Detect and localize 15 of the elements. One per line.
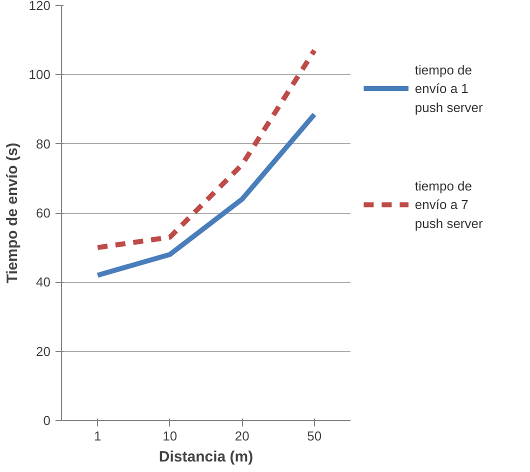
x-tick-label: 1 xyxy=(94,428,102,444)
y-tick-label: 20 xyxy=(36,344,51,359)
y-tick-label: 40 xyxy=(36,274,51,290)
x-axis-title: Distancia (m) xyxy=(158,448,254,466)
y-tick-label: 0 xyxy=(43,413,51,428)
y-axis-title: Tiempo de envío (s) xyxy=(4,142,21,284)
x-tick-label: 20 xyxy=(234,428,250,444)
y-tick-label: 100 xyxy=(28,67,51,82)
x-tick-label: 10 xyxy=(162,428,178,444)
legend-label: tiempo de envío a 7 push server xyxy=(414,178,484,231)
x-tick-label: 50 xyxy=(307,428,322,444)
legend-label: tiempo de envío a 1 push server xyxy=(414,62,484,115)
y-tick-label: 120 xyxy=(28,0,51,13)
y-tick-label: 60 xyxy=(36,206,51,220)
y-tick-label: 80 xyxy=(36,136,51,152)
